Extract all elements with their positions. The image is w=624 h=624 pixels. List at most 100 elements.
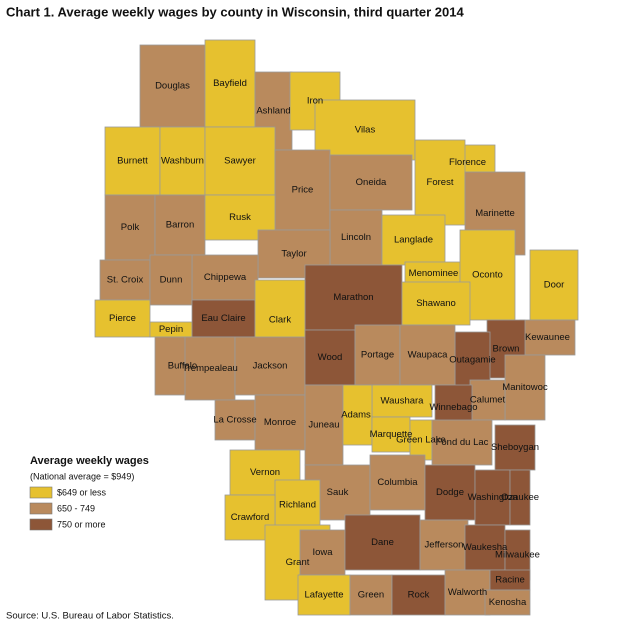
county-label: Florence (449, 157, 486, 168)
county-label: Jackson (253, 361, 288, 372)
county-label: Dunn (160, 275, 183, 286)
county-label: Washington (468, 492, 518, 503)
county-label: Monroe (264, 417, 296, 428)
county (191, 254, 259, 301)
county-label: Manitowoc (502, 382, 548, 393)
county (509, 469, 531, 526)
county (419, 519, 469, 571)
county-label: Rock (408, 590, 430, 601)
county-label: Outagamie (449, 355, 495, 366)
county-label: Trempealeau (182, 363, 238, 374)
county-label: Sawyer (224, 156, 256, 167)
county (504, 354, 546, 421)
county-label: Winnebago (429, 402, 477, 413)
county-label: Marathon (333, 292, 373, 303)
county (391, 574, 446, 616)
county (149, 254, 193, 306)
county-label: Burnett (117, 156, 148, 167)
county (204, 39, 256, 128)
county (191, 299, 256, 338)
county (484, 589, 531, 616)
county-label: Rusk (229, 212, 251, 223)
county (369, 454, 426, 511)
county-label: Kewaunee (525, 332, 570, 343)
county (299, 529, 346, 576)
county (529, 249, 579, 321)
legend-label: $649 or less (57, 487, 107, 497)
county (424, 464, 476, 521)
county (344, 514, 421, 571)
county-label: Marinette (475, 208, 515, 219)
county-label: Chippewa (204, 272, 247, 283)
county-label: Oconto (472, 270, 503, 281)
county (304, 329, 356, 386)
county (204, 126, 276, 196)
county-label: Taylor (281, 249, 306, 260)
county-label: Green Lake (396, 435, 446, 446)
county (234, 336, 306, 396)
county-label: Calumet (470, 395, 506, 406)
county-label: Barron (166, 220, 195, 231)
county-label: Vilas (355, 125, 376, 136)
county-layer (94, 39, 579, 616)
county-label: Oneida (356, 177, 387, 188)
county (399, 324, 456, 386)
county (314, 99, 416, 161)
title: Chart 1. Average weekly wages by county … (6, 4, 464, 19)
county (274, 479, 321, 531)
county (519, 319, 576, 356)
county-label: Brown (493, 344, 520, 355)
county (94, 299, 151, 338)
county-label: Door (544, 280, 565, 291)
county (297, 574, 351, 616)
county-label: Ozaukee (501, 492, 539, 503)
county-label: Kenosha (489, 597, 527, 608)
county-label: Crawford (231, 512, 270, 523)
county-label: Portage (361, 350, 394, 361)
legend-note: (National average = $949) (30, 471, 134, 481)
source: Source: U.S. Bureau of Labor Statistics. (6, 611, 174, 622)
county-label: Green (358, 590, 384, 601)
county-label: Fond du Lac (436, 437, 489, 448)
county (304, 264, 403, 331)
county (104, 194, 156, 261)
county-label: Walworth (448, 587, 487, 598)
county-label: Menominee (409, 268, 459, 279)
county (494, 424, 536, 471)
county-label: Clark (269, 315, 291, 326)
county-label: Richland (279, 500, 316, 511)
legend-swatch (29, 502, 53, 515)
county-label: Iowa (312, 547, 333, 558)
county-label: Vernon (250, 467, 280, 478)
county-label: Lincoln (341, 232, 371, 243)
county-label: Polk (121, 222, 140, 233)
county-label: Forest (427, 177, 454, 188)
county-label: Dane (371, 537, 394, 548)
county-label: Ashland (256, 106, 290, 117)
county-label: Lafayette (304, 590, 343, 601)
county-label: Pepin (159, 324, 183, 335)
county-label: La Crosse (213, 415, 256, 426)
county-label: Eau Claire (201, 313, 245, 324)
county-label: Racine (495, 575, 525, 586)
county-label: Sheboygan (491, 442, 539, 453)
county-label: Grant (286, 557, 310, 568)
county (99, 259, 151, 301)
county (104, 126, 161, 196)
county (371, 384, 433, 418)
county-label: Washburn (161, 156, 204, 167)
county-label: Columbia (377, 477, 418, 488)
legend-label: 650 - 749 (57, 503, 95, 513)
county (444, 569, 491, 616)
county (381, 214, 446, 266)
county-label: St. Croix (107, 275, 144, 286)
county (184, 336, 236, 401)
county-label: Sauk (327, 487, 349, 498)
county-label: Adams (341, 410, 371, 421)
county-label: Shawano (416, 298, 456, 309)
county-label: Marquette (370, 429, 413, 440)
legend: $649 or less 650 - 749 750 or more (29, 486, 107, 531)
county (464, 524, 506, 571)
county-label: Buffalo (168, 361, 197, 372)
county (339, 384, 373, 446)
